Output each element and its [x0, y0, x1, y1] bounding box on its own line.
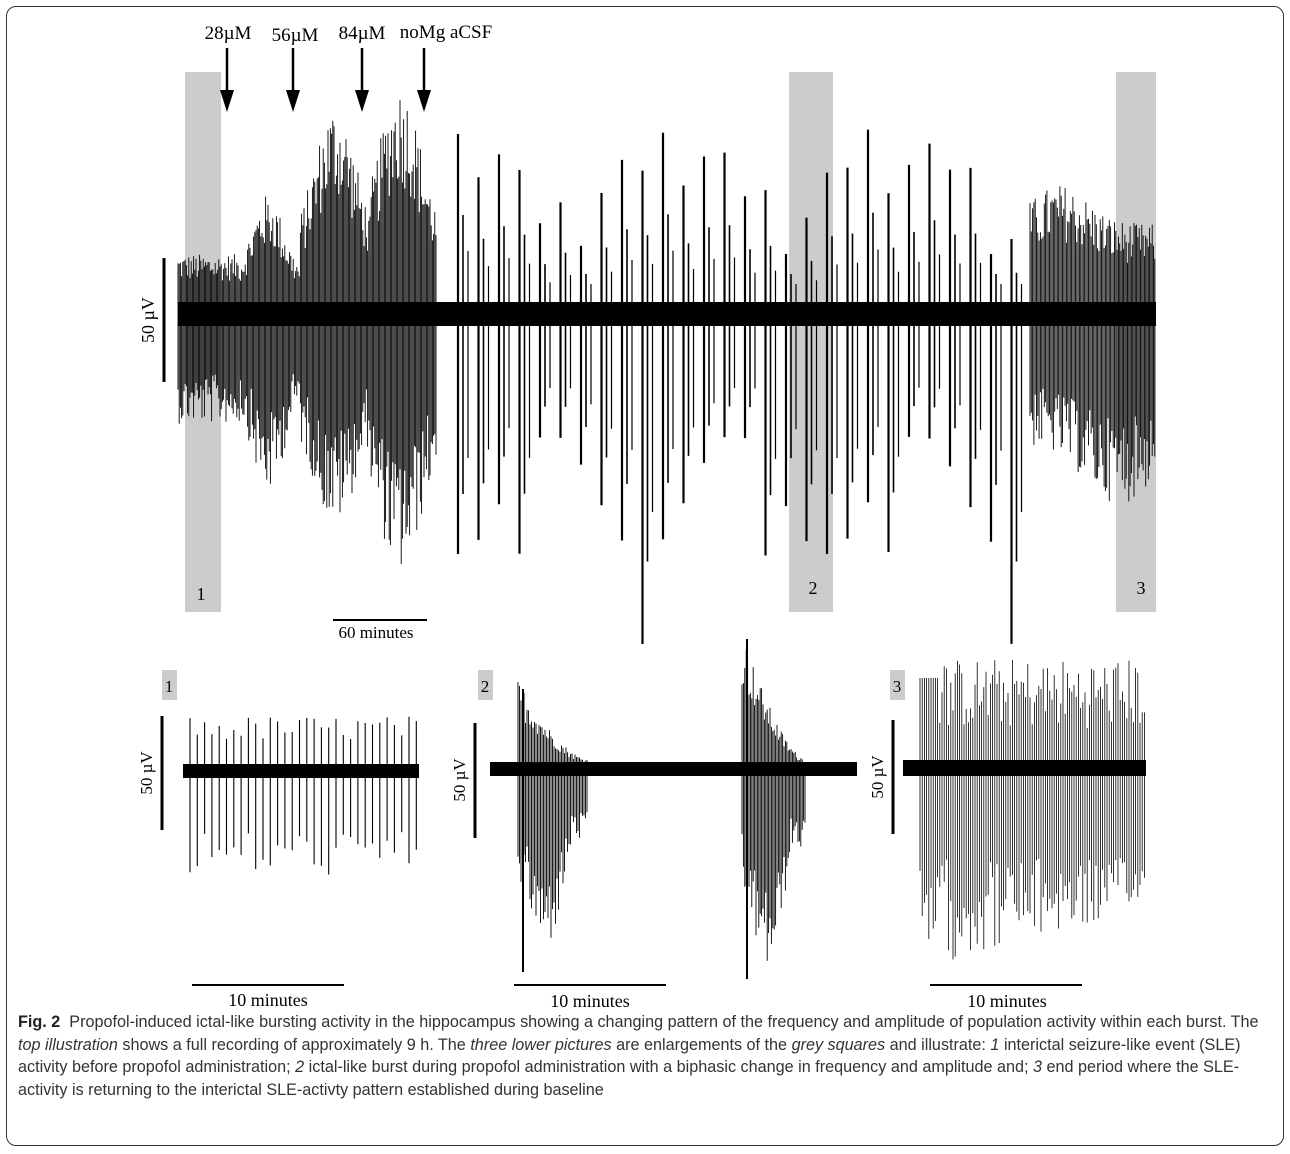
arrow-label-84: 84µM	[339, 23, 386, 44]
panel-3-time-scale-label: 10 minutes	[967, 991, 1047, 1011]
caption-text-6: ictal-like burst during propofol adminis…	[308, 1058, 1029, 1076]
panel-2-label: 2	[481, 677, 490, 696]
caption-text-3: are enlargements of the	[616, 1035, 788, 1054]
drug-arrows	[220, 48, 431, 112]
arrow-label-nomg: noMg aCSF	[400, 22, 492, 43]
caption-italic-3: grey squares	[791, 1035, 886, 1054]
caption-text-4: and illustrate:	[889, 1035, 986, 1054]
panel-2-y-scale-label: 50 µV	[450, 758, 469, 802]
arrow-label-56: 56µM	[272, 25, 319, 46]
panel-1-time-scale-label: 10 minutes	[228, 990, 308, 1010]
band-label-3: 3	[1137, 578, 1146, 598]
arrow-down-icon	[286, 90, 300, 112]
caption-text-2: shows a full recording of approximately …	[122, 1035, 466, 1054]
arrow-label-28: 28µM	[205, 23, 252, 44]
arrow-down-icon	[417, 90, 431, 112]
panel-2-badge	[478, 670, 493, 700]
caption-figure-label: Fig. 2	[18, 1013, 61, 1031]
panel-2-trace	[490, 639, 857, 979]
figure-caption: Fig. 2 Propofol-induced ictal-like burst…	[18, 1011, 1270, 1101]
panel-3-trace	[903, 659, 1146, 960]
caption-italic-2: three lower pictures	[470, 1035, 612, 1054]
top-y-scale-label: 50 µV	[138, 297, 158, 343]
panel-1-badge	[162, 670, 177, 700]
band-label-2: 2	[809, 578, 818, 598]
panel-3-label: 3	[893, 677, 902, 696]
panel-1-label: 1	[165, 677, 174, 696]
caption-text-7: end period where the SLE-activity is ret…	[18, 1058, 1240, 1099]
panel-1-y-scale-label: 50 µV	[137, 751, 156, 795]
caption-italic-1: top illustration	[18, 1035, 118, 1054]
caption-text-1: Propofol-induced ictal-like bursting act…	[69, 1013, 1259, 1031]
panel-3-y-scale-label: 50 µV	[868, 755, 887, 799]
caption-item-number-1: 1	[990, 1035, 1000, 1054]
band-label-1: 1	[197, 584, 206, 604]
top-recording-trace	[177, 100, 1156, 644]
panel-1-trace	[183, 716, 419, 875]
top-time-scale-label: 60 minutes	[338, 623, 413, 642]
arrow-down-icon	[220, 90, 234, 112]
caption-text-5: interictal seizure-like event (SLE) acti…	[18, 1035, 1241, 1077]
arrow-down-icon	[355, 90, 369, 112]
panel-2-time-scale-label: 10 minutes	[550, 991, 630, 1011]
panel-3-badge	[890, 670, 905, 700]
caption-item-number-3: 3	[1033, 1058, 1043, 1076]
caption-item-number-2: 2	[295, 1058, 305, 1076]
